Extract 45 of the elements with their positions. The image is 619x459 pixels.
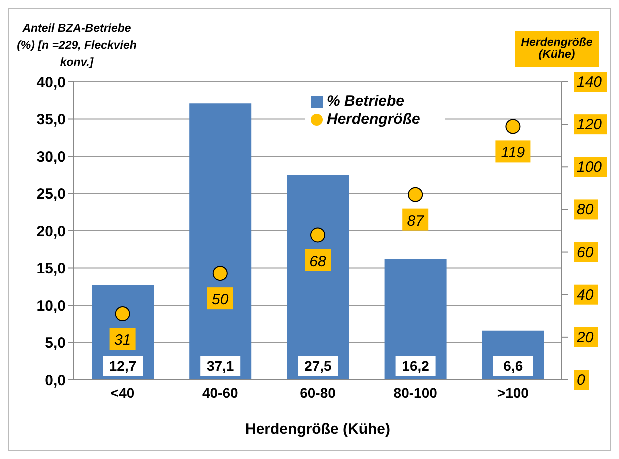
data-label: 31	[114, 332, 132, 350]
point	[115, 306, 130, 322]
data-label: 6,6	[504, 358, 524, 374]
y2-tick-label: 100	[577, 159, 603, 176]
x-axis-title: Herdengröße (Kühe)	[245, 421, 391, 438]
y-tick-label: 20,0	[36, 223, 66, 240]
y-tick-label: 5,0	[45, 335, 66, 352]
x-tick-label: <40	[110, 384, 135, 401]
y2-tick-label: 40	[577, 286, 594, 304]
point	[408, 187, 424, 202]
y-tick-label: 0,0	[45, 372, 66, 390]
data-label: 12,7	[109, 358, 137, 374]
y2-tick-label: 80	[577, 202, 594, 219]
point	[310, 228, 326, 243]
y2-tick-label: 120	[577, 116, 603, 134]
y-axis-title: Anteil BZA-Betriebe (%) [n =229, Fleckvieh konv.]	[16, 22, 138, 71]
data-label: 50	[212, 292, 230, 309]
data-label: 68	[310, 253, 327, 270]
x-tick-label: >100	[497, 384, 530, 401]
y-tick-label: 30,0	[36, 148, 66, 166]
bar	[287, 175, 350, 380]
bar	[384, 259, 447, 380]
y2-axis-title: Herdengröße (Kühe)	[515, 31, 599, 67]
y2-tick-label: 140	[577, 74, 603, 91]
data-label: 37,1	[206, 358, 234, 374]
point	[506, 119, 521, 134]
data-label: 87	[407, 212, 425, 230]
y-tick-label: 35,0	[36, 112, 66, 129]
bar	[190, 104, 252, 380]
data-label: 119	[501, 144, 526, 162]
y2-tick-label: 0	[577, 372, 586, 389]
x-tick-label: 40-60	[202, 384, 239, 401]
y-tick-label: 25,0	[36, 186, 66, 204]
y-tick-label: 40,0	[36, 74, 66, 92]
x-tick-label: 80-100	[394, 384, 438, 401]
data-label: 27,5	[304, 358, 332, 374]
point	[212, 266, 228, 282]
data-label: 16,2	[402, 358, 430, 374]
y2-tick-label: 60	[577, 244, 594, 262]
x-tick-label: 60-80	[300, 384, 336, 401]
y2-tick-label: 20	[576, 329, 594, 346]
legend-label: Herdengröße	[327, 111, 420, 128]
legend-label: % Betriebe	[327, 93, 405, 110]
y-tick-label: 10,0	[36, 298, 66, 315]
y-tick-label: 15,0	[36, 260, 66, 278]
